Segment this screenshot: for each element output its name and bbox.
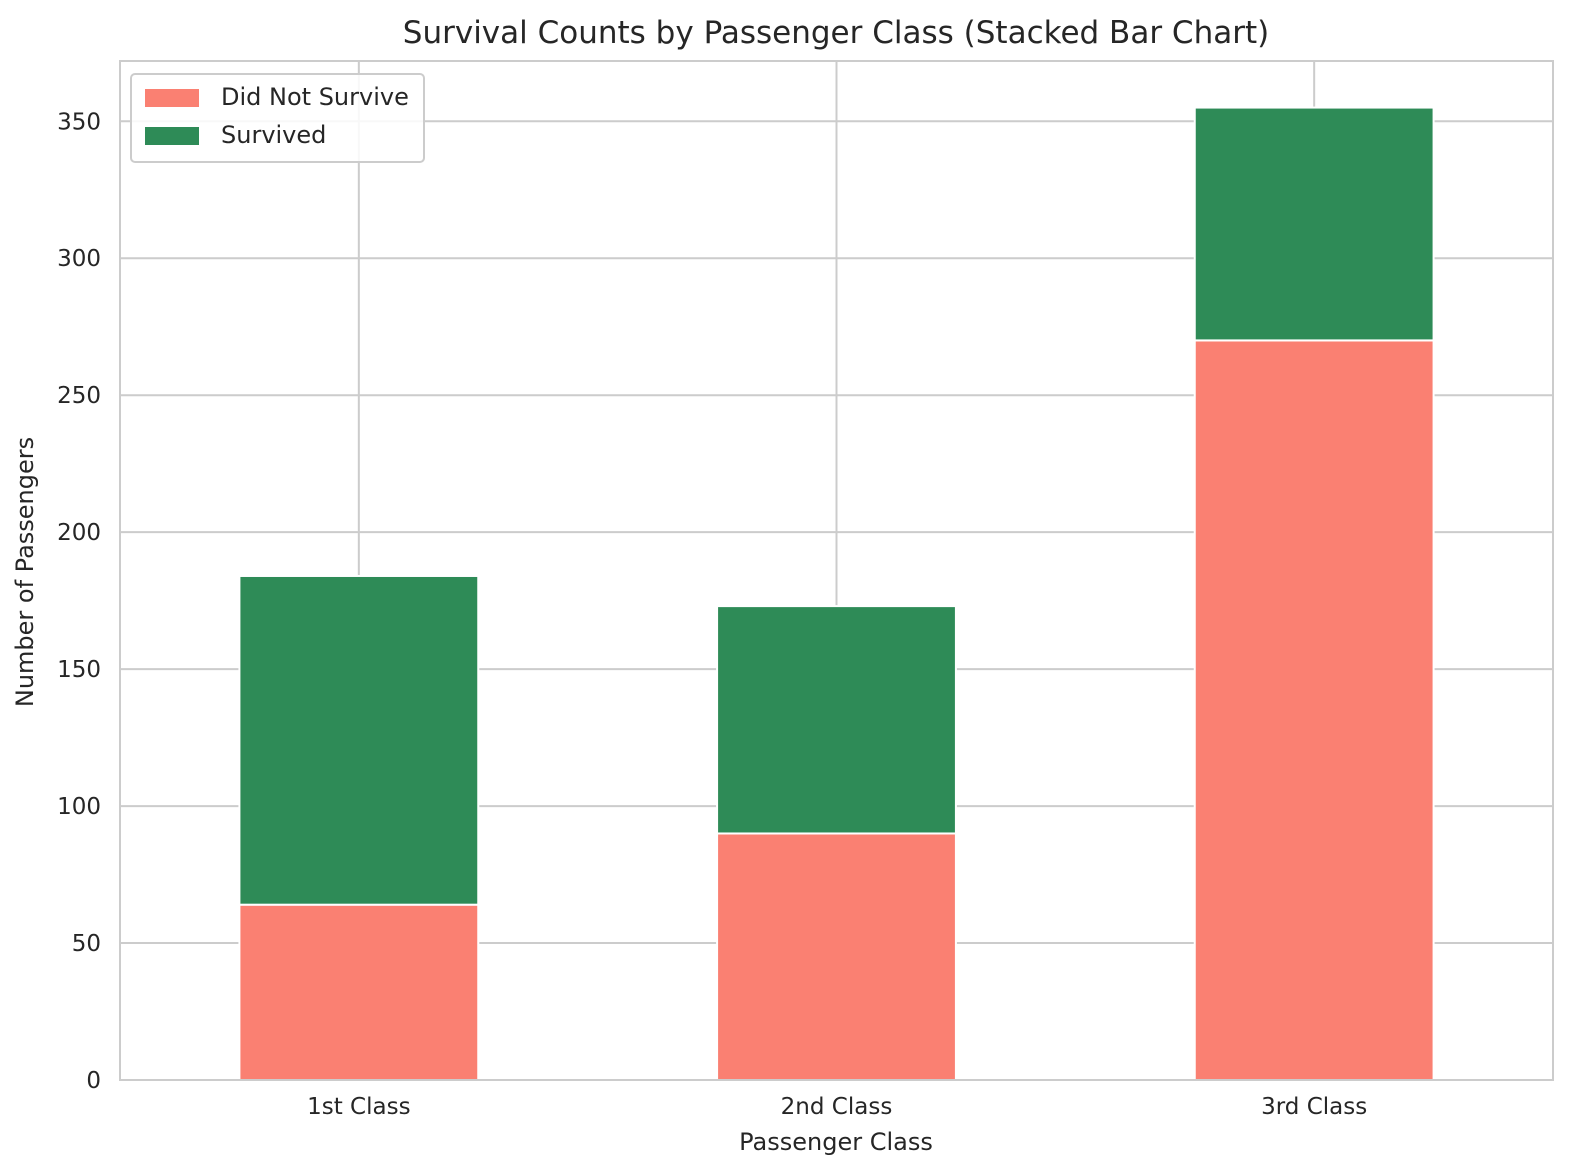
y-tick-label: 50: [72, 931, 101, 957]
plot-frame: [119, 60, 1554, 1081]
bar-segment: [716, 605, 957, 835]
legend-swatch: [145, 127, 199, 145]
legend: Did Not Survive Survived: [130, 73, 425, 163]
legend-box: [130, 73, 425, 163]
chart-title: Survival Counts by Passenger Class (Stac…: [403, 15, 1269, 51]
bars-group: [238, 106, 1435, 1082]
x-tick-label: 2nd Class: [781, 1094, 893, 1120]
bar-segment: [238, 903, 480, 1081]
y-tick-label: 150: [57, 657, 101, 683]
legend-swatch: [145, 89, 199, 107]
x-tick-label: 1st Class: [307, 1094, 410, 1120]
y-tick-label: 300: [57, 246, 101, 272]
x-axis-ticks: 1st Class 2nd Class 3rd Class: [307, 1094, 1367, 1120]
y-tick-label: 100: [57, 794, 101, 820]
x-tick-label: 3rd Class: [1261, 1094, 1367, 1120]
bar-segment: [1193, 339, 1435, 1082]
bar-segment: [238, 574, 480, 906]
bar-segment: [716, 832, 957, 1081]
y-axis-label: Number of Passengers: [11, 437, 39, 707]
legend-label: Survived: [221, 121, 326, 149]
x-axis-label: Passenger Class: [739, 1128, 933, 1156]
y-axis-ticks: 0 50 100 150 200 250 300 350: [57, 109, 101, 1094]
y-tick-label: 350: [57, 109, 101, 135]
y-tick-label: 0: [86, 1068, 101, 1094]
legend-label: Did Not Survive: [221, 83, 409, 111]
bar-segment: [1193, 106, 1435, 342]
y-tick-label: 250: [57, 383, 101, 409]
y-tick-label: 200: [57, 520, 101, 546]
